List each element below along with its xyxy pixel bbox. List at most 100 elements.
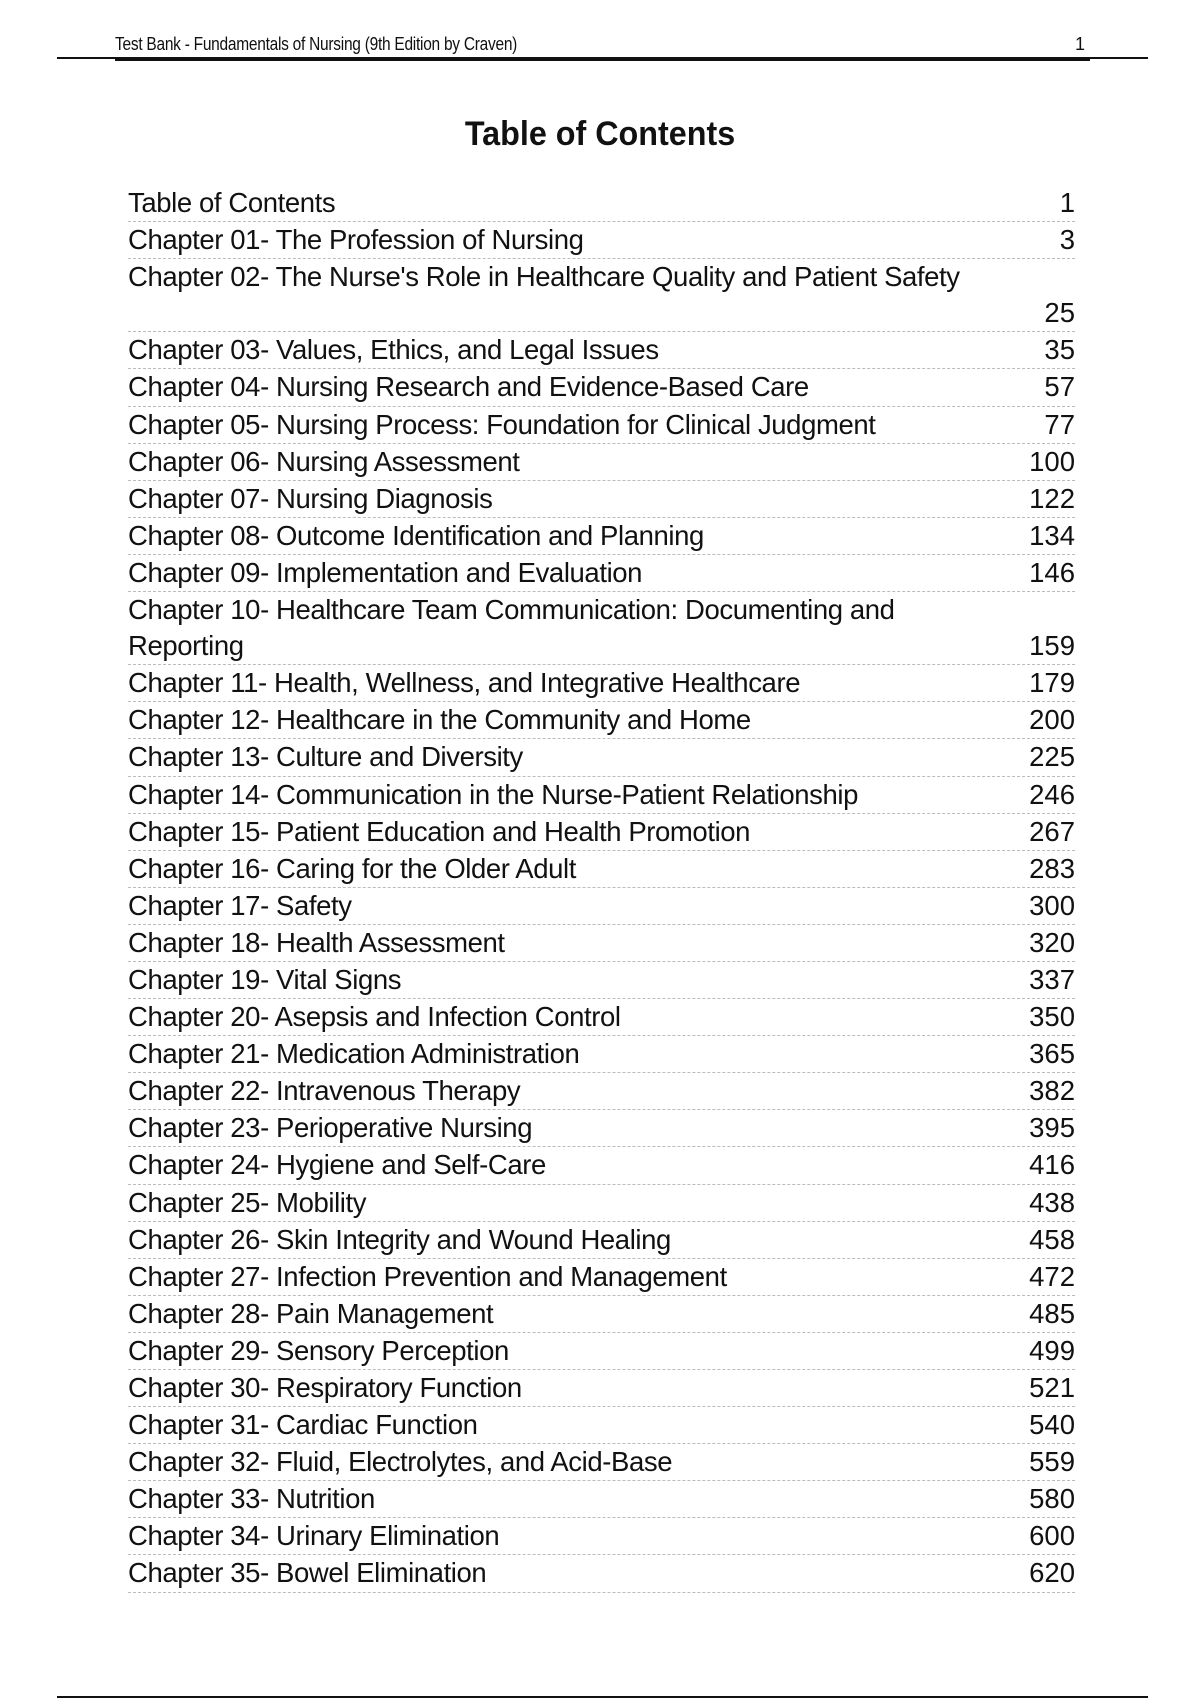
toc-entry[interactable]: Chapter 26- Skin Integrity and Wound Hea… (128, 1222, 1075, 1259)
toc-entry[interactable]: Chapter 18- Health Assessment 320 (128, 925, 1075, 962)
toc-entry[interactable]: Chapter 15- Patient Education and Health… (128, 814, 1075, 851)
toc-entry-label: Chapter 19- Vital Signs (128, 963, 402, 995)
toc-entry-page: 225 (1029, 741, 1075, 773)
toc-entry-label: Chapter 14- Communication in the Nurse-P… (128, 778, 858, 810)
toc-entry[interactable]: Chapter 12- Healthcare in the Community … (128, 702, 1075, 740)
toc-entry-page: 521 (1029, 1372, 1075, 1403)
toc-entry-page: 267 (1029, 815, 1075, 847)
toc-entry[interactable]: Chapter 09- Implementation and Evaluatio… (128, 555, 1075, 593)
toc-entry-label: Chapter 08- Outcome Identification and P… (128, 519, 704, 551)
toc-entry[interactable]: Chapter 31- Cardiac Function 540 (128, 1407, 1075, 1445)
toc-entry[interactable]: Chapter 10- Healthcare Team Communicatio… (128, 592, 1075, 666)
toc-entry-page: 559 (1029, 1446, 1075, 1478)
document-title: Table of Contents (464, 115, 736, 153)
toc-entry-label: Chapter 15- Patient Education and Health… (128, 815, 751, 847)
toc-entry-page: 283 (1029, 852, 1075, 884)
toc-entry-page: 600 (1029, 1520, 1075, 1552)
toc-entry[interactable]: Chapter 02- The Nurse's Role in Healthca… (128, 259, 1075, 333)
toc-entry-label: Table of Contents (128, 187, 336, 218)
toc-entry-label: Chapter 03- Values, Ethics, and Legal Is… (128, 334, 659, 366)
toc-entry-label: Chapter 18- Health Assessment (128, 926, 505, 958)
toc-entry[interactable]: Chapter 23- Perioperative Nursing 395 (128, 1110, 1075, 1148)
toc-entry[interactable]: Chapter 14- Communication in the Nurse-P… (128, 777, 1075, 814)
toc-entry-label: Chapter 27- Infection Prevention and Man… (128, 1260, 727, 1292)
toc-entry-page: 540 (1029, 1409, 1075, 1441)
toc-entry-label: Chapter 29- Sensory Perception (128, 1334, 509, 1366)
toc-entry-label: Chapter 32- Fluid, Electrolytes, and Aci… (128, 1446, 673, 1478)
footer-rule (57, 1696, 1148, 1698)
toc-entry[interactable]: Chapter 22- Intravenous Therapy 382 (128, 1073, 1075, 1111)
toc-entry-label: Chapter 20- Asepsis and Infection Contro… (128, 1001, 621, 1033)
toc-entry[interactable]: Chapter 25- Mobility 438 (128, 1185, 1075, 1222)
toc-entry[interactable]: Table of Contents 1 (128, 185, 1075, 223)
toc-entry[interactable]: Chapter 27- Infection Prevention and Man… (128, 1259, 1075, 1296)
toc-entry-label: Chapter 12- Healthcare in the Community … (128, 704, 751, 736)
toc-entry[interactable]: Chapter 24- Hygiene and Self-Care 416 (128, 1147, 1075, 1185)
toc-entry[interactable]: Chapter 01- The Profession of Nursing 3 (128, 222, 1075, 260)
toc-entry[interactable]: Chapter 17- Safety 300 (128, 888, 1075, 925)
toc-entry-label: Chapter 17- Safety (128, 889, 352, 921)
toc-entry-page: 438 (1029, 1186, 1075, 1218)
toc-entry-label: Chapter 28- Pain Management (128, 1297, 494, 1329)
toc-entry-label: Chapter 24- Hygiene and Self-Care (128, 1149, 546, 1181)
toc-entry-page: 337 (1029, 963, 1075, 995)
toc-entry[interactable]: Chapter 05- Nursing Process: Foundation … (128, 407, 1075, 444)
toc-entry-page: 499 (1029, 1334, 1075, 1366)
table-of-contents: Table of Contents 1 Chapter 01- The Profes… (128, 185, 1075, 1593)
toc-entry[interactable]: Chapter 32- Fluid, Electrolytes, and Aci… (128, 1444, 1075, 1482)
toc-entry-page: 134 (1029, 519, 1075, 551)
toc-entry-label: Chapter 13- Culture and Diversity (128, 741, 523, 773)
toc-entry-page: 395 (1029, 1112, 1075, 1144)
toc-entry[interactable]: Chapter 19- Vital Signs 337 (128, 962, 1075, 1000)
toc-entry-label: Chapter 10- Healthcare Team Communicatio… (128, 594, 895, 662)
toc-entry[interactable]: Chapter 30- Respiratory Function 521 (128, 1370, 1075, 1408)
toc-entry[interactable]: Chapter 16- Caring for the Older Adult 28… (128, 851, 1075, 888)
toc-entry-label: Chapter 30- Respiratory Function (128, 1372, 522, 1403)
toc-entry[interactable]: Chapter 11- Health, Wellness, and Integr… (128, 665, 1075, 703)
toc-entry-label: Chapter 22- Intravenous Therapy (128, 1075, 521, 1107)
toc-entry-page: 122 (1029, 482, 1075, 514)
toc-entry[interactable]: Chapter 33- Nutrition 580 (128, 1481, 1075, 1519)
toc-entry[interactable]: Chapter 34- Urinary Elimination 600 (128, 1518, 1075, 1556)
toc-entry[interactable]: Chapter 03- Values, Ethics, and Legal Is… (128, 332, 1075, 370)
toc-entry-page: 100 (1029, 445, 1075, 477)
toc-entry-page: 146 (1029, 556, 1075, 588)
toc-entry-label: Chapter 06- Nursing Assessment (128, 445, 520, 477)
toc-entry-page: 77 (1044, 408, 1075, 440)
toc-entry-label: Chapter 25- Mobility (128, 1186, 367, 1218)
toc-entry[interactable]: Chapter 08- Outcome Identification and P… (128, 518, 1075, 555)
toc-entry-label: Chapter 33- Nutrition (128, 1483, 375, 1515)
toc-entry-label: Chapter 02- The Nurse's Role in Healthca… (128, 261, 960, 293)
toc-entry-page: 300 (1029, 889, 1075, 921)
header-title: Test Bank - Fundamentals of Nursing (9th… (115, 34, 518, 54)
toc-entry-page: 35 (1044, 334, 1075, 366)
toc-entry[interactable]: Chapter 06- Nursing Assessment 100 (128, 444, 1075, 481)
toc-entry[interactable]: Chapter 29- Sensory Perception 499 (128, 1333, 1075, 1370)
toc-entry-page: 365 (1029, 1038, 1075, 1070)
toc-entry-page: 57 (1044, 371, 1075, 403)
toc-entry-label: Chapter 35- Bowel Elimination (128, 1557, 487, 1589)
toc-entry-page: 246 (1029, 778, 1075, 810)
toc-entry-page: 25 (1044, 297, 1075, 329)
toc-entry-label: Chapter 26- Skin Integrity and Wound Hea… (128, 1223, 671, 1255)
toc-entry[interactable]: Chapter 04- Nursing Research and Evidenc… (128, 369, 1075, 407)
toc-entry-label: Chapter 16- Caring for the Older Adult (128, 852, 576, 884)
toc-entry-page: 485 (1029, 1297, 1075, 1329)
toc-entry-page: 350 (1029, 1001, 1075, 1033)
toc-entry-page: 1 (1059, 187, 1075, 218)
toc-entry[interactable]: Chapter 28- Pain Management 485 (128, 1296, 1075, 1333)
toc-entry[interactable]: Chapter 07- Nursing Diagnosis 122 (128, 481, 1075, 518)
toc-entry-page: 3 (1059, 224, 1075, 256)
toc-entry-label: Chapter 21- Medication Administration (128, 1038, 580, 1070)
toc-entry[interactable]: Chapter 20- Asepsis and Infection Contro… (128, 999, 1075, 1037)
toc-entry[interactable]: Chapter 13- Culture and Diversity 225 (128, 739, 1075, 777)
toc-entry-label: Chapter 31- Cardiac Function (128, 1409, 478, 1441)
toc-entry-page: 472 (1029, 1260, 1075, 1292)
toc-entry[interactable]: Chapter 35- Bowel Elimination 620 (128, 1555, 1075, 1593)
toc-entry[interactable]: Chapter 21- Medication Administration 365 (128, 1036, 1075, 1074)
toc-entry-page: 320 (1029, 926, 1075, 958)
toc-entry-label: Chapter 01- The Profession of Nursing (128, 224, 584, 256)
toc-entry-page: 159 (1029, 630, 1075, 662)
toc-entry-label: Chapter 23- Perioperative Nursing (128, 1112, 533, 1144)
toc-entry-page: 620 (1029, 1557, 1075, 1589)
